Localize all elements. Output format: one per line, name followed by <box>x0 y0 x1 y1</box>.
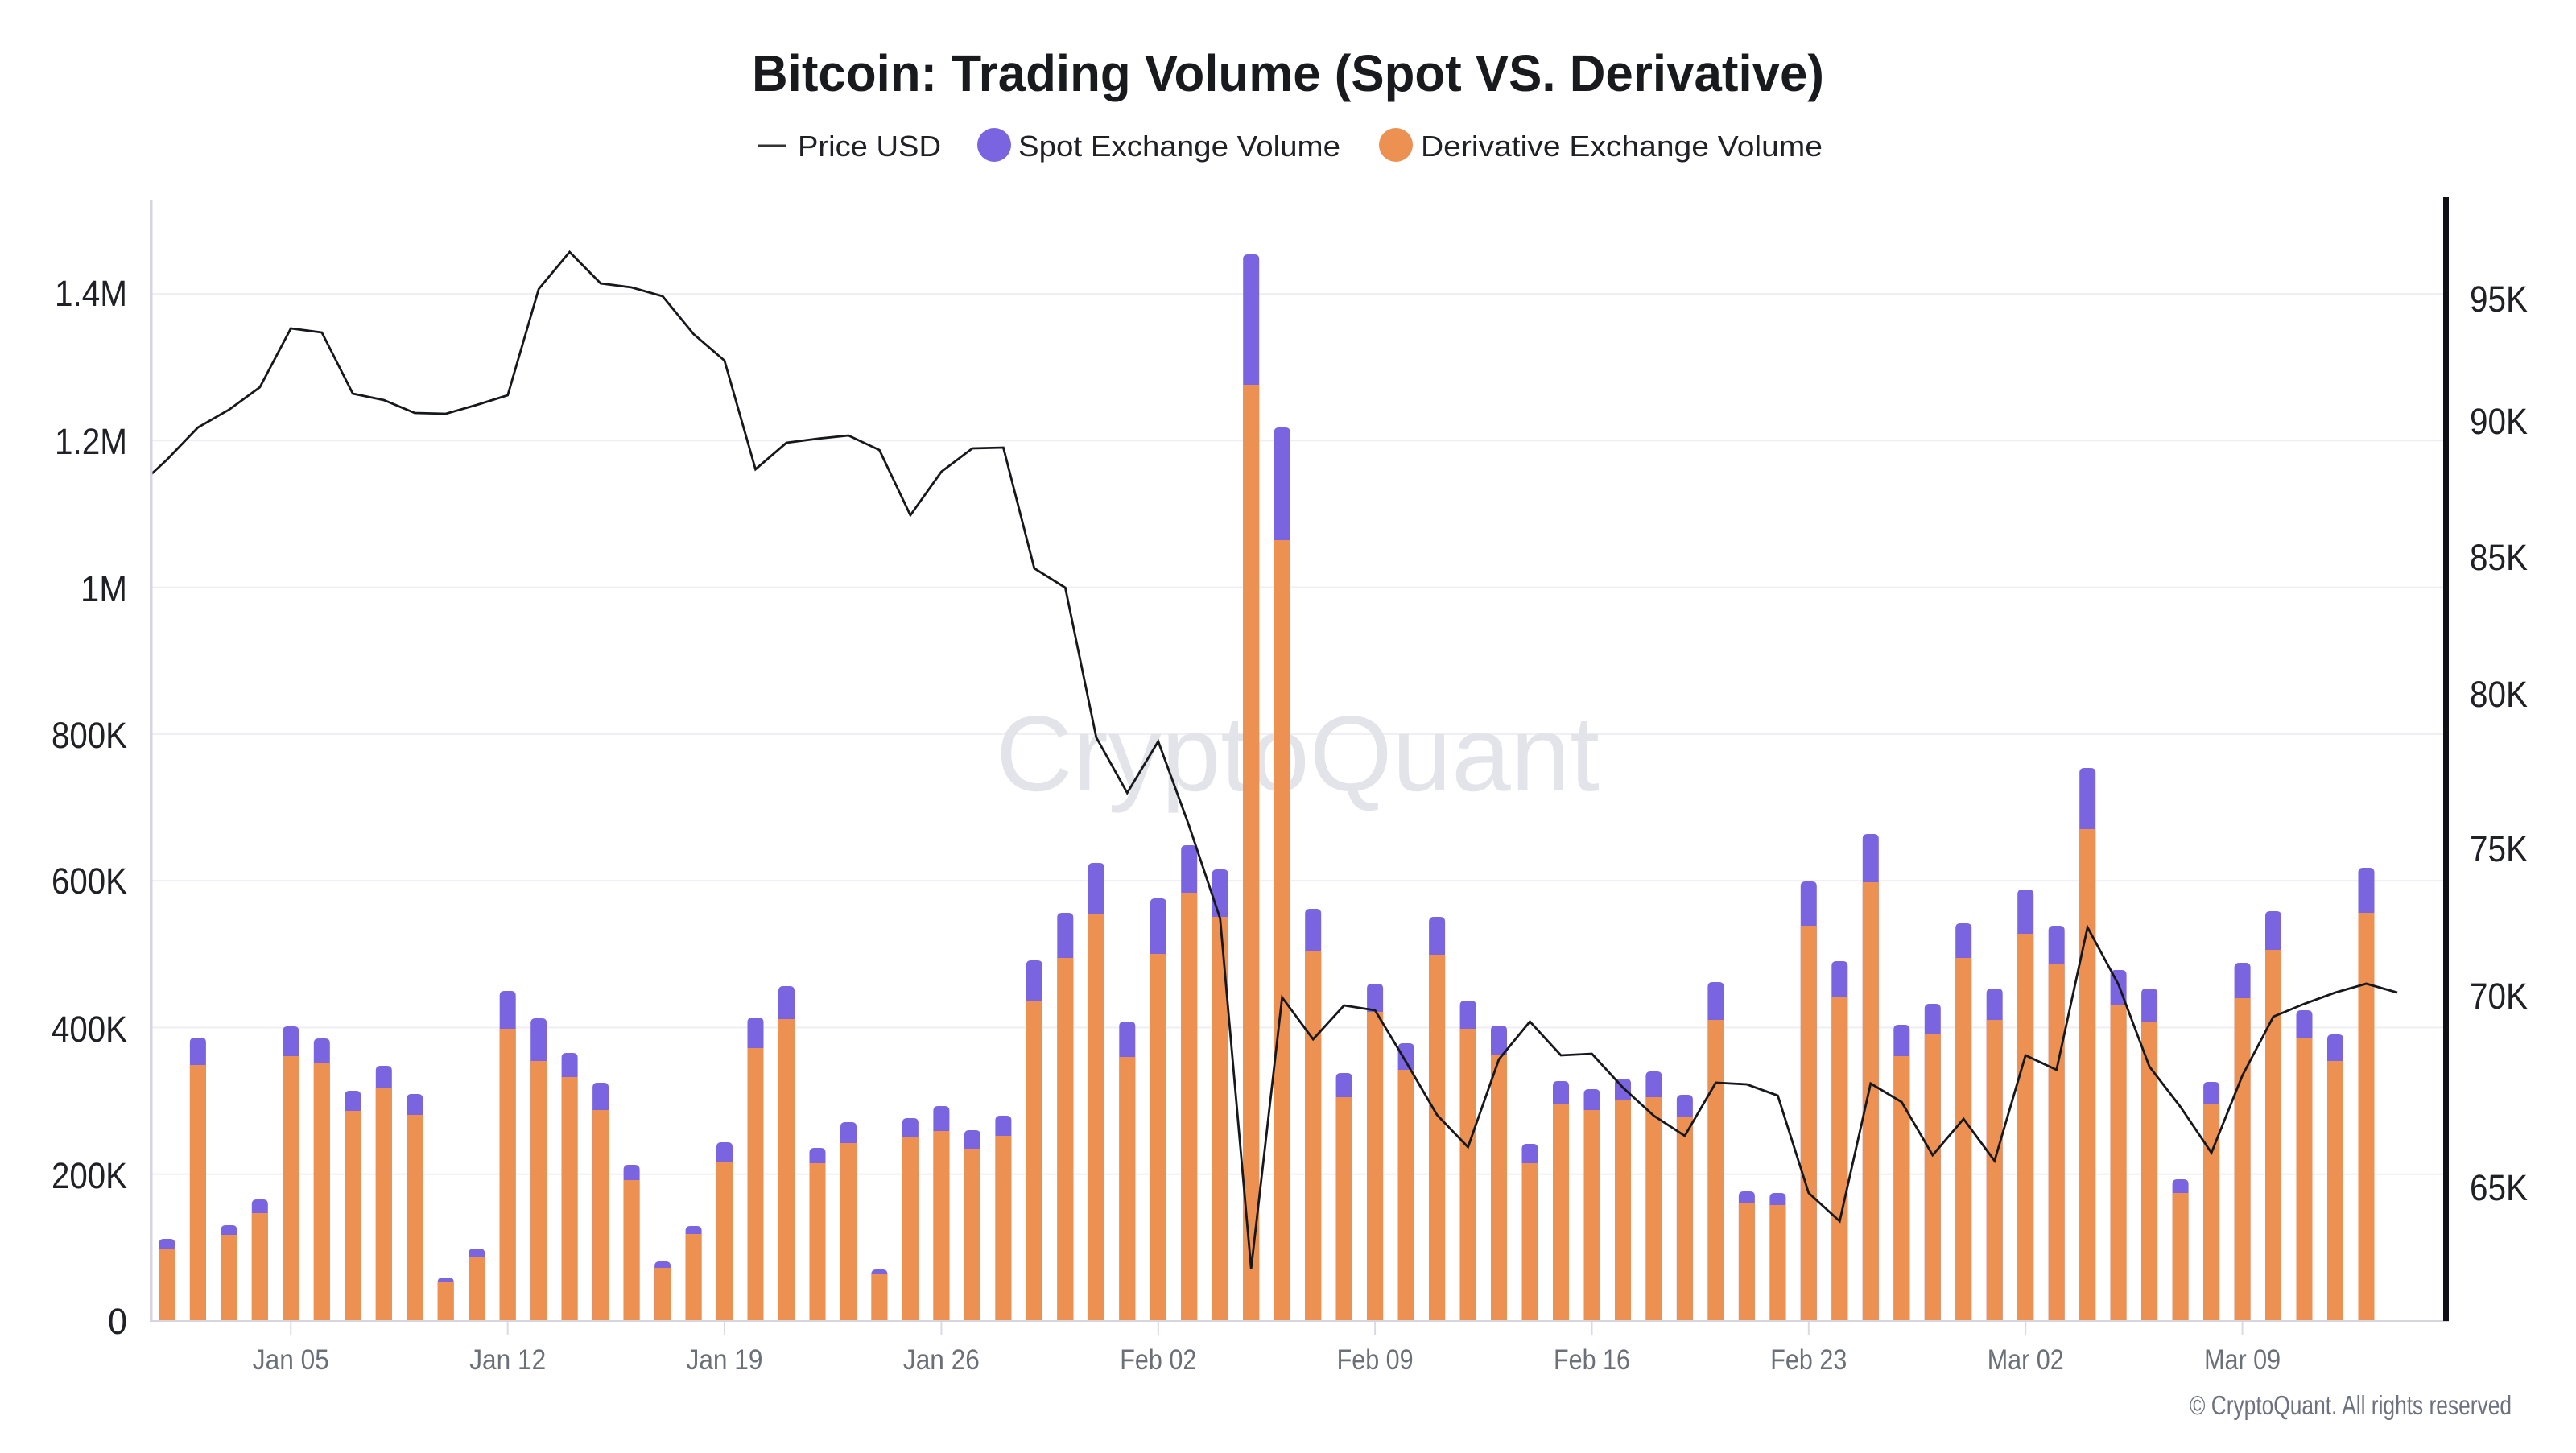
svg-text:1.4M: 1.4M <box>55 273 127 314</box>
svg-text:Jan 12: Jan 12 <box>469 1344 546 1376</box>
svg-text:95K: 95K <box>2470 279 2528 320</box>
svg-text:© CryptoQuant. All rights rese: © CryptoQuant. All rights reserved <box>2190 1390 2512 1420</box>
svg-text:Feb 16: Feb 16 <box>1554 1344 1630 1376</box>
svg-text:Jan 26: Jan 26 <box>903 1344 980 1376</box>
svg-text:80K: 80K <box>2470 674 2528 715</box>
svg-text:90K: 90K <box>2470 401 2528 442</box>
svg-text:Feb 09: Feb 09 <box>1337 1344 1414 1376</box>
svg-text:CryptoQuant: CryptoQuant <box>996 695 1600 814</box>
svg-text:Price USD: Price USD <box>798 130 941 163</box>
svg-text:Mar 02: Mar 02 <box>1988 1344 2064 1376</box>
svg-text:600K: 600K <box>52 861 127 902</box>
svg-text:800K: 800K <box>52 715 127 756</box>
svg-text:400K: 400K <box>52 1009 127 1050</box>
svg-text:Bitcoin: Trading Volume (Spot: Bitcoin: Trading Volume (Spot VS. Deriva… <box>752 44 1824 102</box>
svg-text:200K: 200K <box>52 1155 127 1196</box>
svg-text:1M: 1M <box>80 568 127 609</box>
svg-text:70K: 70K <box>2470 976 2528 1017</box>
svg-text:65K: 65K <box>2470 1167 2528 1208</box>
svg-text:Feb 23: Feb 23 <box>1770 1344 1847 1376</box>
svg-text:Mar 09: Mar 09 <box>2204 1344 2281 1376</box>
svg-text:Derivative Exchange Volume: Derivative Exchange Volume <box>1421 130 1823 163</box>
svg-text:Feb 02: Feb 02 <box>1120 1344 1196 1376</box>
svg-text:Jan 19: Jan 19 <box>687 1344 763 1376</box>
svg-text:85K: 85K <box>2470 537 2528 578</box>
svg-text:1.2M: 1.2M <box>55 421 127 462</box>
svg-text:Jan 05: Jan 05 <box>253 1344 329 1376</box>
svg-text:75K: 75K <box>2470 828 2528 869</box>
svg-text:0: 0 <box>108 1301 127 1342</box>
svg-text:Spot Exchange Volume: Spot Exchange Volume <box>1018 130 1340 163</box>
